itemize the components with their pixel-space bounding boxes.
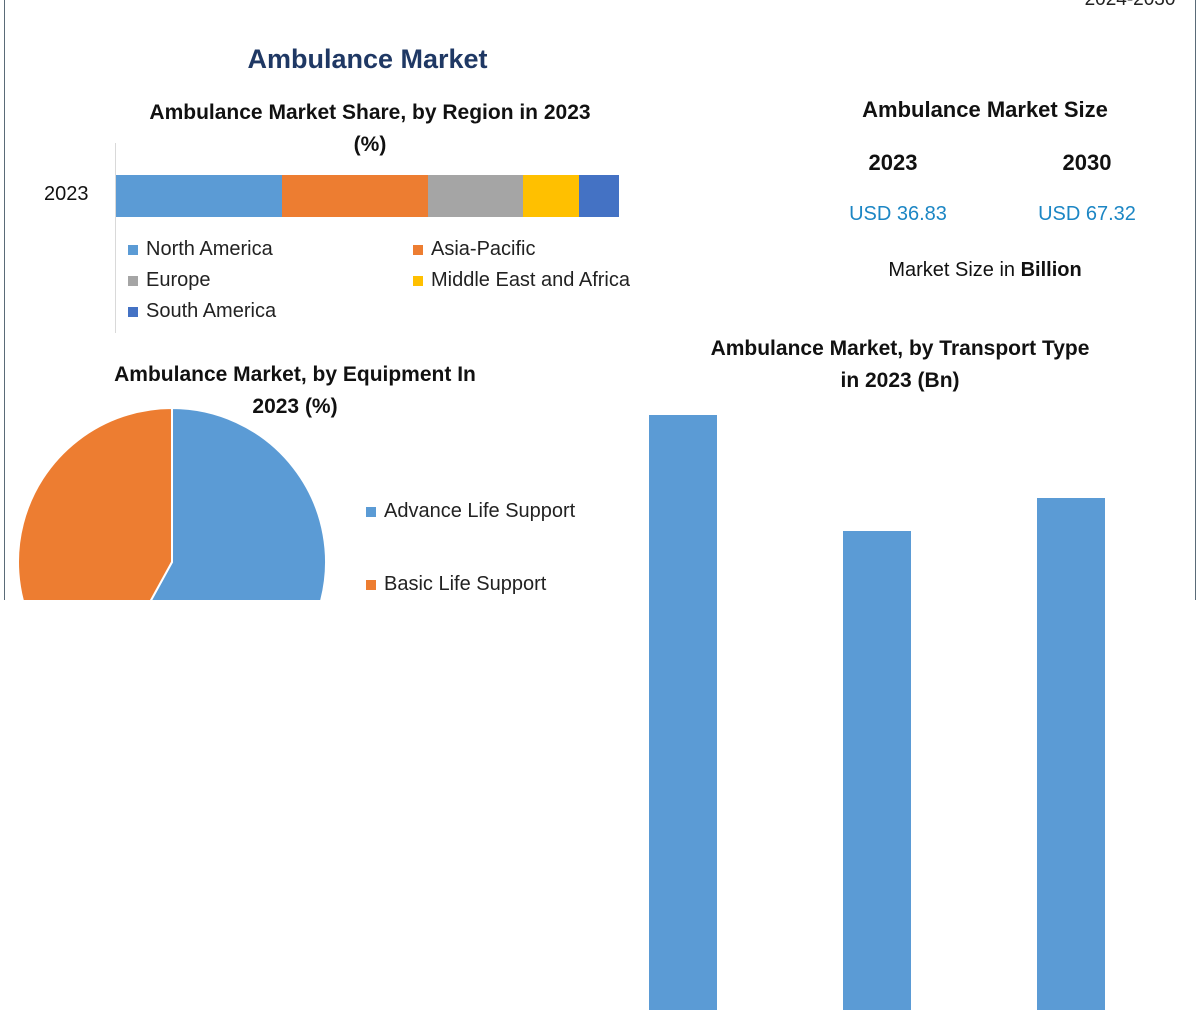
transport-title-line2: in 2023 (Bn) <box>840 369 960 392</box>
main-title: Ambulance Market <box>247 44 488 74</box>
value-2023: USD 36.83 <box>849 203 947 225</box>
frame-border-right <box>1195 0 1196 600</box>
region-legend-item: Middle East and Africa <box>413 269 630 292</box>
year-2030: 2030 <box>1062 150 1112 175</box>
legend-label: North America <box>146 238 273 260</box>
region-title-line2: (%) <box>353 133 387 156</box>
transport-bar <box>649 415 717 1010</box>
pie-slice-basic-life-support <box>17 406 173 600</box>
legend-label: South America <box>146 300 277 322</box>
legend-swatch <box>413 275 423 286</box>
region-title-line1: Ambulance Market Share, by Region in 202… <box>149 101 591 124</box>
equipment-legend-item: Basic Life Support <box>366 573 546 596</box>
region-segment-asia-pacific <box>281 175 428 217</box>
legend-swatch <box>366 506 376 517</box>
region-segment-europe <box>427 175 524 217</box>
equipment-title-line2: 2023 (%) <box>252 395 338 418</box>
pie-slice-advance-life-support <box>149 406 327 600</box>
frame-border-left <box>4 0 5 600</box>
region-segment-north-america <box>116 175 282 217</box>
region-segment-south-america <box>578 175 619 217</box>
transport-chart-title: Ambulance Market, by Transport Type in 2… <box>650 333 1150 397</box>
legend-swatch <box>128 244 138 255</box>
legend-swatch <box>366 579 376 590</box>
region-segment-middle-east-and-africa <box>523 175 579 217</box>
market-size-unit: Market Size in Billion <box>840 259 1130 282</box>
market-size-title: Ambulance Market Size <box>862 97 1108 122</box>
value-2030: USD 67.32 <box>1038 203 1136 225</box>
region-category-label: 2023 <box>44 183 89 205</box>
equipment-chart-title: Ambulance Market, by Equipment In 2023 (… <box>60 359 530 423</box>
region-axis-line <box>115 143 116 333</box>
transport-bar <box>1037 497 1105 1010</box>
equipment-title-line1: Ambulance Market, by Equipment In <box>114 363 476 386</box>
legend-label: Basic Life Support <box>384 573 547 595</box>
region-legend-item: Asia-Pacific <box>413 238 535 261</box>
region-legend-item: North America <box>128 238 273 261</box>
transport-title-line1: Ambulance Market, by Transport Type <box>710 337 1090 360</box>
equipment-pie-chart <box>17 406 327 600</box>
legend-swatch <box>128 306 138 317</box>
region-stacked-bar <box>116 175 619 217</box>
unit-prefix: Market Size in <box>888 259 1021 281</box>
legend-label: Middle East and Africa <box>431 269 630 291</box>
unit-bold: Billion <box>1020 259 1082 281</box>
legend-swatch <box>128 275 138 286</box>
forecast-period: 2024-2030 <box>1080 0 1180 11</box>
legend-label: Advance Life Support <box>384 500 576 522</box>
region-legend-item: Europe <box>128 269 211 292</box>
legend-swatch <box>413 244 423 255</box>
region-chart-title: Ambulance Market Share, by Region in 202… <box>100 97 640 161</box>
transport-bar <box>843 530 911 1010</box>
region-legend-item: South America <box>128 300 276 323</box>
year-2023: 2023 <box>868 150 918 175</box>
legend-label: Asia-Pacific <box>431 238 536 260</box>
legend-label: Europe <box>146 269 211 291</box>
equipment-legend-item: Advance Life Support <box>366 500 575 523</box>
